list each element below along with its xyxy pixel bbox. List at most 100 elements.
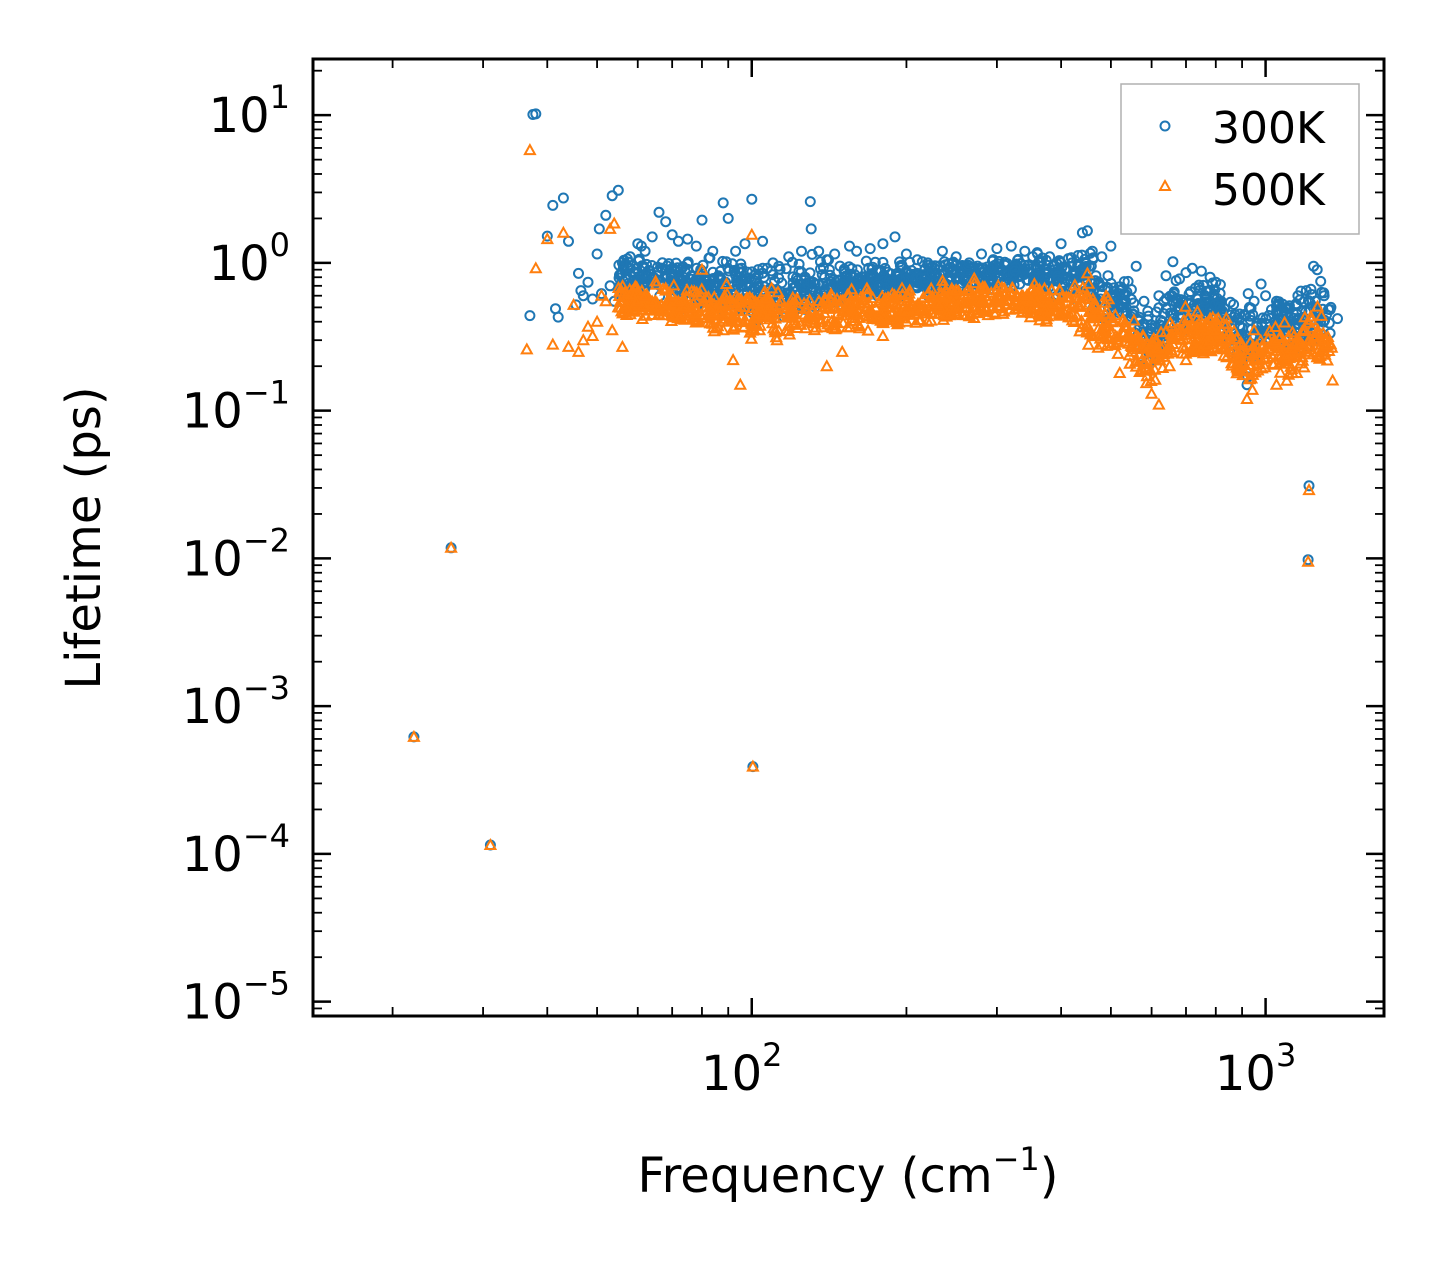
x-axis-label-end: ) [1040, 1148, 1059, 1204]
data-point-500k [1280, 347, 1294, 360]
data-point-300k [877, 256, 889, 268]
data-point-300k [1174, 273, 1185, 285]
data-point-500k [1043, 288, 1057, 301]
data-point-500k [607, 216, 621, 229]
data-point-500k [1193, 319, 1207, 332]
data-point-500k [1122, 348, 1136, 361]
data-point-500k [936, 278, 950, 291]
data-point-500k [672, 310, 687, 323]
data-point-300k [767, 257, 779, 269]
data-point-500k [1301, 315, 1315, 328]
data-point-300k [1054, 256, 1066, 268]
data-point-500k [825, 318, 839, 331]
data-point-300k [847, 271, 859, 283]
data-point-500k [594, 288, 609, 301]
data-point-300k [1214, 301, 1226, 313]
data-point-300k [1266, 304, 1277, 316]
data-point-500k [1280, 373, 1294, 386]
data-point-300k [757, 235, 769, 247]
data-point-500k [695, 262, 709, 275]
data-point-500k [914, 313, 928, 326]
data-point-500k [726, 353, 740, 366]
data-point-500k [1139, 376, 1154, 389]
data-point-500k [868, 300, 883, 313]
data-point-500k [952, 299, 966, 312]
data-point-300k [1195, 265, 1207, 277]
data-point-300k [746, 266, 758, 278]
data-point-500k [1133, 364, 1147, 377]
data-point-500k [990, 283, 1004, 296]
data-point-500k [859, 282, 874, 295]
data-point-300k [877, 238, 889, 250]
data-point-500k [1240, 391, 1254, 404]
data-point-500k [714, 296, 728, 309]
data-point-300k [1130, 260, 1142, 272]
data-point-500k [590, 314, 604, 327]
data-point-500k [928, 306, 942, 319]
data-point-500k [935, 273, 950, 286]
data-point-500k [623, 307, 637, 320]
data-point-500k [921, 314, 935, 327]
data-point-500k [1233, 351, 1247, 364]
data-point-300k [591, 248, 603, 260]
legend-box [1120, 83, 1360, 235]
data-point-300k [1096, 281, 1108, 293]
data-point-500k [763, 303, 777, 316]
data-point-500k [1092, 314, 1106, 327]
data-point-300k [1325, 301, 1337, 313]
data-point-500k [1299, 344, 1313, 357]
data-point-500k [695, 299, 709, 312]
data-point-500k [1148, 362, 1162, 375]
data-point-300k [1167, 256, 1179, 268]
data-point-300k [1065, 252, 1077, 264]
data-point-500k [1234, 335, 1248, 348]
data-point-500k [948, 302, 962, 315]
x-axis-label-superscript: −1 [993, 1140, 1040, 1178]
data-point-500k [1176, 331, 1191, 344]
data-point-300k [530, 108, 542, 120]
data-point-500k [1151, 341, 1165, 354]
data-point-500k [808, 308, 822, 321]
data-point-300k [986, 262, 998, 274]
data-point-300k [1292, 290, 1304, 302]
legend-label-500k: 500K [1212, 165, 1326, 216]
data-point-500k [825, 289, 839, 302]
data-point-300k [646, 231, 658, 243]
x-axis-label-main: Frequency (cm [637, 1148, 992, 1204]
data-point-300k [885, 276, 897, 288]
data-point-500k [957, 287, 972, 300]
data-point-500k [1015, 299, 1029, 312]
plot-frame [311, 57, 1386, 1018]
data-point-500k [785, 300, 800, 313]
data-point-500k [612, 284, 627, 297]
data-point-500k [566, 297, 581, 310]
data-point-500k [1052, 308, 1067, 321]
data-point-300k [1318, 290, 1330, 302]
data-point-300k [547, 199, 559, 211]
data-point-300k [976, 248, 987, 260]
data-point-300k [1248, 295, 1260, 307]
data-point-300k [1170, 297, 1182, 309]
data-point-500k [1307, 330, 1322, 343]
data-point-300k [743, 272, 755, 284]
data-point-500k [1255, 361, 1269, 374]
data-point-500k [841, 298, 855, 311]
y-tick-label: 10−3 [182, 669, 290, 735]
data-point-500k [1226, 344, 1241, 357]
data-point-500k [1033, 306, 1047, 319]
data-point-300k [1332, 313, 1343, 325]
data-point-500k [1148, 372, 1162, 385]
data-point-300k [929, 263, 941, 275]
data-point-300k [696, 214, 708, 226]
data-point-500k [1268, 333, 1282, 346]
data-point-500k [628, 279, 642, 292]
data-point-500k [759, 291, 773, 304]
data-point-500k [629, 295, 643, 308]
y-tick-label: 10−5 [182, 965, 290, 1031]
data-point-300k [963, 257, 975, 269]
data-point-500k [1068, 278, 1082, 291]
data-point-500k [1287, 337, 1301, 350]
data-point-500k [720, 287, 734, 300]
data-point-300k [1081, 225, 1093, 237]
data-point-500k [844, 282, 859, 295]
